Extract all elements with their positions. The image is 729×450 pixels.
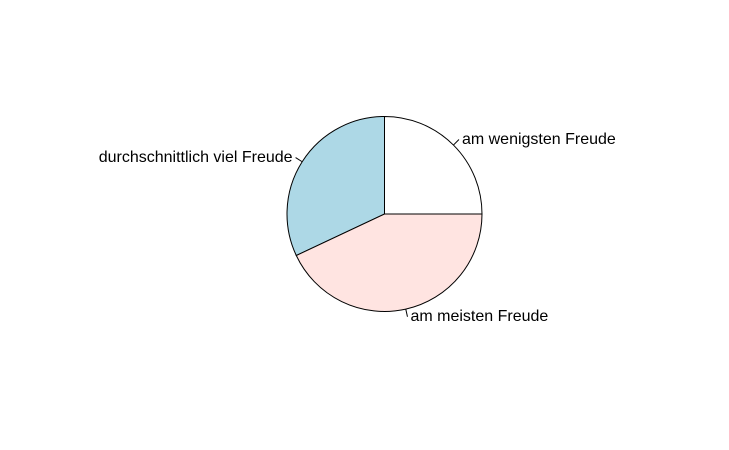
pie-label-3: am meisten Freude [410, 308, 548, 325]
pie-leader-3 [405, 309, 408, 317]
pie-slice-1 [384, 115, 483, 215]
pie-leader-lines [295, 139, 460, 317]
pie-slices [286, 115, 483, 312]
pie-label-2: durchschnittlich viel Freude [99, 149, 293, 166]
pie-leader-1 [453, 139, 460, 146]
pie-leader-2 [295, 157, 303, 163]
pie-labels: am wenigsten Freude durchschnittlich viel… [99, 131, 616, 325]
pie-label-1: am wenigsten Freude [462, 131, 616, 148]
pie-slice-3 [295, 213, 483, 312]
